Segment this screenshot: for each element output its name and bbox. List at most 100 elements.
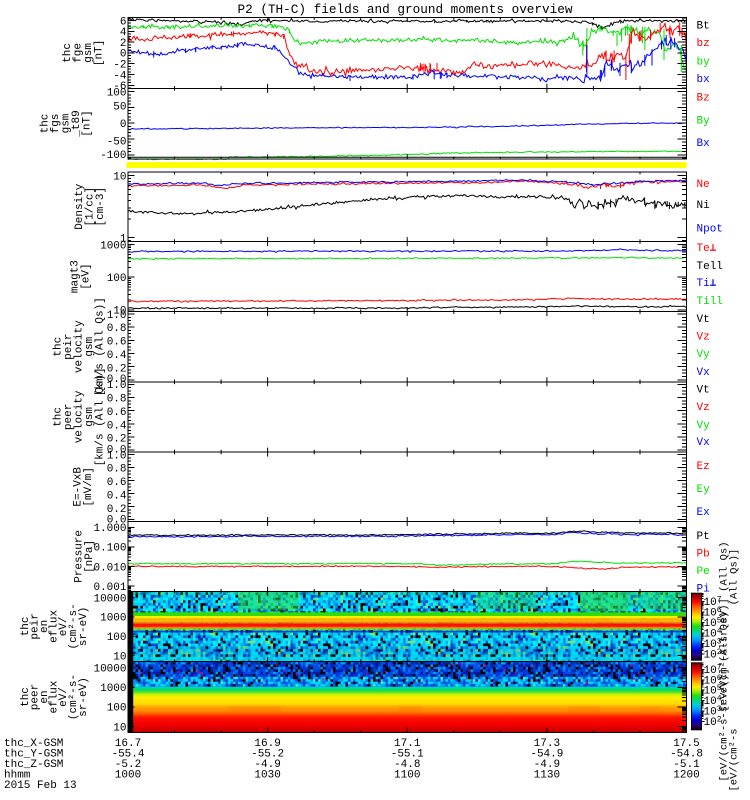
svg-text:sr-eV): sr-eV) [78, 607, 90, 647]
svg-text:[1/cc]: [1/cc] [85, 187, 97, 227]
svg-text:10000: 10000 [93, 664, 126, 676]
svg-text:2015 Feb 13: 2015 Feb 13 [4, 780, 77, 792]
svg-text:[cm-3]: [cm-3] [95, 187, 107, 227]
svg-text:magt3: magt3 [70, 260, 82, 293]
svg-text:Npot: Npot [697, 223, 723, 235]
svg-text:0.6: 0.6 [107, 477, 127, 489]
svg-text:10: 10 [113, 306, 126, 318]
svg-text:[eV]: [eV] [81, 263, 93, 289]
svg-text:0.100: 0.100 [93, 543, 126, 555]
svg-text:50: 50 [113, 102, 126, 114]
svg-text:thc: thc [53, 337, 65, 357]
svg-text:[km/s (All Qs)]: [km/s (All Qs)] [95, 297, 107, 396]
svg-text:17.1: 17.1 [394, 738, 421, 750]
svg-text:-4.9: -4.9 [254, 759, 280, 771]
svg-text:6: 6 [120, 16, 127, 28]
svg-text:0.8: 0.8 [107, 464, 127, 476]
svg-text:10: 10 [113, 172, 126, 184]
svg-text:Te: Te [697, 243, 710, 255]
svg-text:10000: 10000 [93, 593, 126, 605]
svg-text:Vt: Vt [697, 384, 710, 396]
svg-text:Vz: Vz [697, 331, 710, 343]
svg-text:2: 2 [120, 38, 127, 50]
svg-text:1130: 1130 [534, 770, 560, 782]
svg-text:-4: -4 [113, 70, 127, 82]
svg-text:0: 0 [120, 119, 127, 131]
svg-text:gsm: gsm [83, 43, 95, 63]
svg-text:1100: 1100 [394, 770, 420, 782]
svg-text:[km/s (All Qs)]: [km/s (All Qs)] [95, 367, 107, 466]
svg-text:Tell: Tell [697, 261, 723, 273]
svg-text:-4.8: -4.8 [394, 759, 420, 771]
svg-text:-5.1: -5.1 [673, 759, 700, 771]
svg-text:16.7: 16.7 [115, 738, 141, 750]
svg-text:(cm²-s-: (cm²-s- [68, 674, 80, 720]
svg-text:fgs: fgs [50, 114, 62, 134]
svg-text:peir: peir [63, 333, 75, 359]
svg-text:17.3: 17.3 [534, 738, 560, 750]
svg-text:-55.4: -55.4 [111, 749, 144, 761]
svg-text:Ni: Ni [697, 200, 711, 212]
svg-text:eV/: eV/ [58, 616, 70, 636]
svg-text:0.8: 0.8 [107, 323, 127, 335]
svg-text:0: 0 [120, 49, 127, 61]
svg-text:peer: peer [30, 684, 42, 710]
svg-text:thc_Z-GSM: thc_Z-GSM [4, 759, 63, 771]
svg-text:1: 1 [120, 233, 127, 245]
svg-text:gsm: gsm [84, 407, 96, 427]
svg-text:[eV/(cm²-s: [eV/(cm²-s [729, 728, 741, 791]
svg-text:100: 100 [107, 87, 127, 99]
svg-text:bx: bx [697, 74, 711, 86]
svg-text:[eV/(cm²-s-sr-eV)] (All Qs): [eV/(cm²-s-sr-eV)] (All Qs) [719, 541, 731, 711]
svg-text:sr-eV): sr-eV) [78, 677, 90, 717]
svg-text:by: by [697, 56, 711, 68]
svg-text:bz: bz [697, 38, 710, 50]
svg-text:en: en [39, 690, 51, 703]
svg-text:Vx: Vx [697, 367, 711, 379]
svg-text:1000: 1000 [115, 770, 141, 782]
svg-text:Vy: Vy [697, 349, 711, 361]
svg-text:0.4: 0.4 [107, 350, 127, 362]
svg-text:Ex: Ex [697, 507, 711, 519]
svg-text:peer: peer [63, 404, 75, 430]
svg-text:-54.8: -54.8 [670, 749, 703, 761]
svg-text:thc_X-GSM: thc_X-GSM [4, 738, 63, 750]
svg-text:thc_Y-GSM: thc_Y-GSM [4, 749, 63, 761]
svg-text:0.6: 0.6 [107, 337, 127, 349]
svg-text:thc: thc [53, 407, 65, 427]
svg-text:1000: 1000 [100, 613, 126, 625]
svg-text:hhmm: hhmm [4, 770, 31, 782]
svg-text:Vz: Vz [697, 402, 710, 414]
svg-text:thc: thc [62, 43, 74, 63]
svg-text:0.0: 0.0 [107, 444, 127, 456]
svg-text:Pi: Pi [697, 583, 711, 595]
svg-text:gsm: gsm [84, 336, 96, 356]
svg-text:-100: -100 [100, 150, 126, 162]
svg-text:eflux: eflux [49, 680, 61, 713]
svg-text:Till: Till [697, 296, 723, 308]
svg-text:Density: Density [74, 183, 86, 230]
svg-text:-5.2: -5.2 [115, 759, 141, 771]
svg-text:gsm: gsm [61, 113, 73, 133]
svg-text:100: 100 [107, 273, 127, 285]
svg-text:-4.9: -4.9 [534, 759, 560, 771]
svg-text:0.0: 0.0 [107, 515, 127, 527]
svg-text:Bz: Bz [697, 92, 710, 104]
svg-text:[nT]: [nT] [94, 40, 106, 66]
svg-text:-55.2: -55.2 [251, 749, 284, 761]
svg-text:Pressure: Pressure [74, 530, 86, 583]
svg-text:P2 (TH-C) fields and ground mo: P2 (TH-C) fields and ground moments over… [237, 2, 572, 17]
svg-text:0.001: 0.001 [93, 582, 126, 594]
svg-text:17.5: 17.5 [673, 738, 699, 750]
svg-text:Ti: Ti [697, 278, 711, 290]
svg-text:0.0: 0.0 [107, 374, 127, 386]
svg-text:peir: peir [30, 613, 42, 639]
svg-text:1.000: 1.000 [93, 523, 126, 535]
svg-text:Pb: Pb [697, 548, 710, 560]
svg-text:4: 4 [120, 27, 127, 39]
svg-text:thc: thc [40, 114, 52, 134]
svg-text:E=-VxB: E=-VxB [73, 467, 85, 507]
svg-text:[eV/(cm²-s-sr-eV)] (All Qs): [eV/(cm²-s-sr-eV)] (All Qs) [719, 611, 731, 781]
svg-text:10: 10 [113, 652, 126, 664]
svg-text:Bx: Bx [697, 138, 711, 150]
